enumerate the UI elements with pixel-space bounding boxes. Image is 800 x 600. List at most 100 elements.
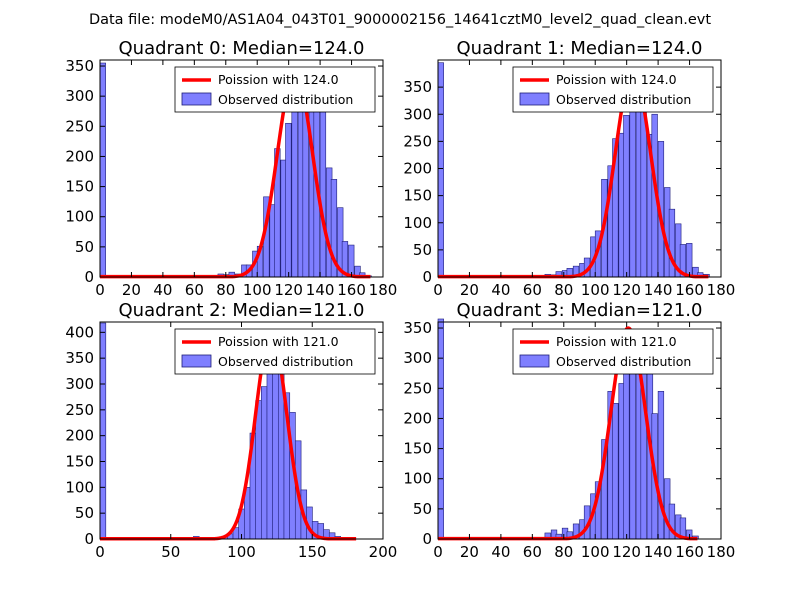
- subplot-2: 0 50 100 150 200 0 50 100 150 200 250 300 350 400 Quad…: [65, 300, 397, 561]
- y-tick-label: 250: [403, 132, 432, 150]
- x-tick-label: 20: [460, 281, 479, 299]
- histogram-bar: [437, 318, 444, 540]
- legend-label-bars: Observed distribution: [556, 354, 691, 369]
- x-tick-label: 20: [460, 543, 479, 561]
- axes-frame: [437, 321, 722, 540]
- y-tick-label: 50: [413, 500, 432, 518]
- y-tick-label: 300: [403, 349, 432, 367]
- x-tick-label: 120: [274, 281, 303, 299]
- y-tick-label: 350: [403, 319, 432, 337]
- y-tick-label: 200: [65, 147, 94, 165]
- y-tick-label: 100: [65, 478, 94, 496]
- y-tick-label: 250: [65, 117, 94, 135]
- histogram-bar: [291, 106, 298, 278]
- figure-title: Data file: modeM0/AS1A04_043T01_90000021…: [89, 12, 711, 28]
- x-tick-label: 160: [337, 281, 366, 299]
- y-tick-label: 250: [65, 401, 94, 419]
- subplot-1: 0 20 40 60 80 100 120 140 160 1800501001502002503…: [403, 38, 735, 299]
- histogram-bar: [657, 391, 665, 540]
- y-tick-label: 100: [403, 214, 432, 232]
- x-tick-label: 120: [612, 543, 641, 561]
- histogram-bar: [266, 363, 274, 540]
- y-tick-label: 350: [403, 78, 432, 96]
- subplot-title: Quadrant 0: Median=124.0: [119, 38, 365, 59]
- x-tick-label: 60: [523, 281, 542, 299]
- histogram-bar: [623, 115, 630, 278]
- histogram-bar: [255, 400, 262, 540]
- y-tick-label: 50: [75, 504, 94, 522]
- histogram-bar: [99, 322, 107, 540]
- legend-label-curve: Poission with 124.0: [218, 72, 339, 87]
- histogram-bar: [99, 62, 106, 278]
- x-tick-label: 80: [216, 281, 235, 299]
- y-tick-label: 150: [65, 453, 94, 471]
- x-tick-label: 100: [227, 543, 256, 561]
- legend: Poission with 124.0 Observed distribution: [512, 66, 714, 113]
- subplot-3: 0 20 40 60 80 100 120 140 160 1800501001502002503…: [403, 300, 735, 561]
- legend-label-curve: Poission with 121.0: [218, 334, 339, 349]
- legend-bar-swatch: [181, 92, 212, 106]
- y-tick-label: 350: [65, 57, 94, 75]
- legend-label-bars: Observed distribution: [218, 354, 353, 369]
- y-tick-label: 0: [422, 530, 432, 548]
- x-tick-label: 150: [298, 543, 327, 561]
- legend-label-curve: Poission with 124.0: [556, 72, 677, 87]
- y-tick-label: 350: [65, 349, 94, 367]
- x-tick-label: 0: [433, 281, 443, 299]
- subplot-title: Quadrant 3: Median=121.0: [457, 300, 703, 321]
- histogram-bar: [437, 62, 444, 278]
- y-tick-label: 0: [84, 268, 94, 286]
- x-tick-label: 200: [369, 543, 398, 561]
- histogram-bar: [612, 403, 619, 540]
- x-tick-label: 160: [675, 543, 704, 561]
- histogram-bar: [319, 100, 327, 278]
- x-tick-label: 0: [95, 281, 105, 299]
- y-tick-label: 200: [65, 427, 94, 445]
- x-tick-label: 180: [707, 281, 736, 299]
- y-tick-label: 300: [403, 105, 432, 123]
- x-tick-label: 140: [644, 281, 673, 299]
- x-tick-label: 100: [581, 543, 610, 561]
- y-tick-label: 300: [65, 87, 94, 105]
- legend-bar-swatch: [519, 354, 550, 368]
- x-tick-label: 140: [306, 281, 335, 299]
- x-tick-label: 50: [161, 543, 180, 561]
- x-tick-label: 40: [491, 543, 510, 561]
- y-tick-label: 50: [75, 238, 94, 256]
- x-tick-label: 140: [644, 543, 673, 561]
- y-tick-label: 150: [403, 440, 432, 458]
- y-tick-label: 400: [65, 323, 94, 341]
- y-tick-label: 0: [84, 530, 94, 548]
- y-tick-label: 200: [403, 409, 432, 427]
- subplot-0: 0 20 40 60 80 100 120 140 160 1800501001502002503…: [65, 38, 397, 299]
- x-tick-label: 40: [491, 281, 510, 299]
- x-tick-label: 120: [612, 281, 641, 299]
- legend-label-curve: Poission with 121.0: [556, 334, 677, 349]
- x-tick-label: 0: [433, 543, 443, 561]
- y-tick-label: 250: [403, 379, 432, 397]
- legend-label-bars: Observed distribution: [556, 92, 691, 107]
- subplot-title: Quadrant 2: Median=121.0: [119, 300, 365, 321]
- x-tick-label: 180: [707, 543, 736, 561]
- y-tick-label: 150: [65, 178, 94, 196]
- y-tick-label: 50: [413, 241, 432, 259]
- y-tick-label: 0: [422, 268, 432, 286]
- x-tick-label: 0: [95, 543, 105, 561]
- histogram-bar: [686, 243, 693, 278]
- legend: Poission with 121.0 Observed distribution: [512, 328, 714, 375]
- axes-frame: [99, 59, 384, 278]
- x-tick-label: 80: [554, 281, 573, 299]
- y-tick-label: 150: [403, 187, 432, 205]
- legend-bar-swatch: [181, 354, 212, 368]
- y-tick-label: 200: [403, 160, 432, 178]
- x-tick-label: 20: [122, 281, 141, 299]
- y-tick-label: 300: [65, 375, 94, 393]
- histogram-bar: [285, 122, 292, 278]
- x-tick-label: 40: [153, 281, 172, 299]
- legend: Poission with 121.0 Observed distribution: [174, 328, 376, 375]
- legend-label-bars: Observed distribution: [218, 92, 353, 107]
- histogram-bar: [261, 386, 268, 540]
- x-tick-label: 60: [185, 281, 204, 299]
- y-tick-label: 100: [65, 208, 94, 226]
